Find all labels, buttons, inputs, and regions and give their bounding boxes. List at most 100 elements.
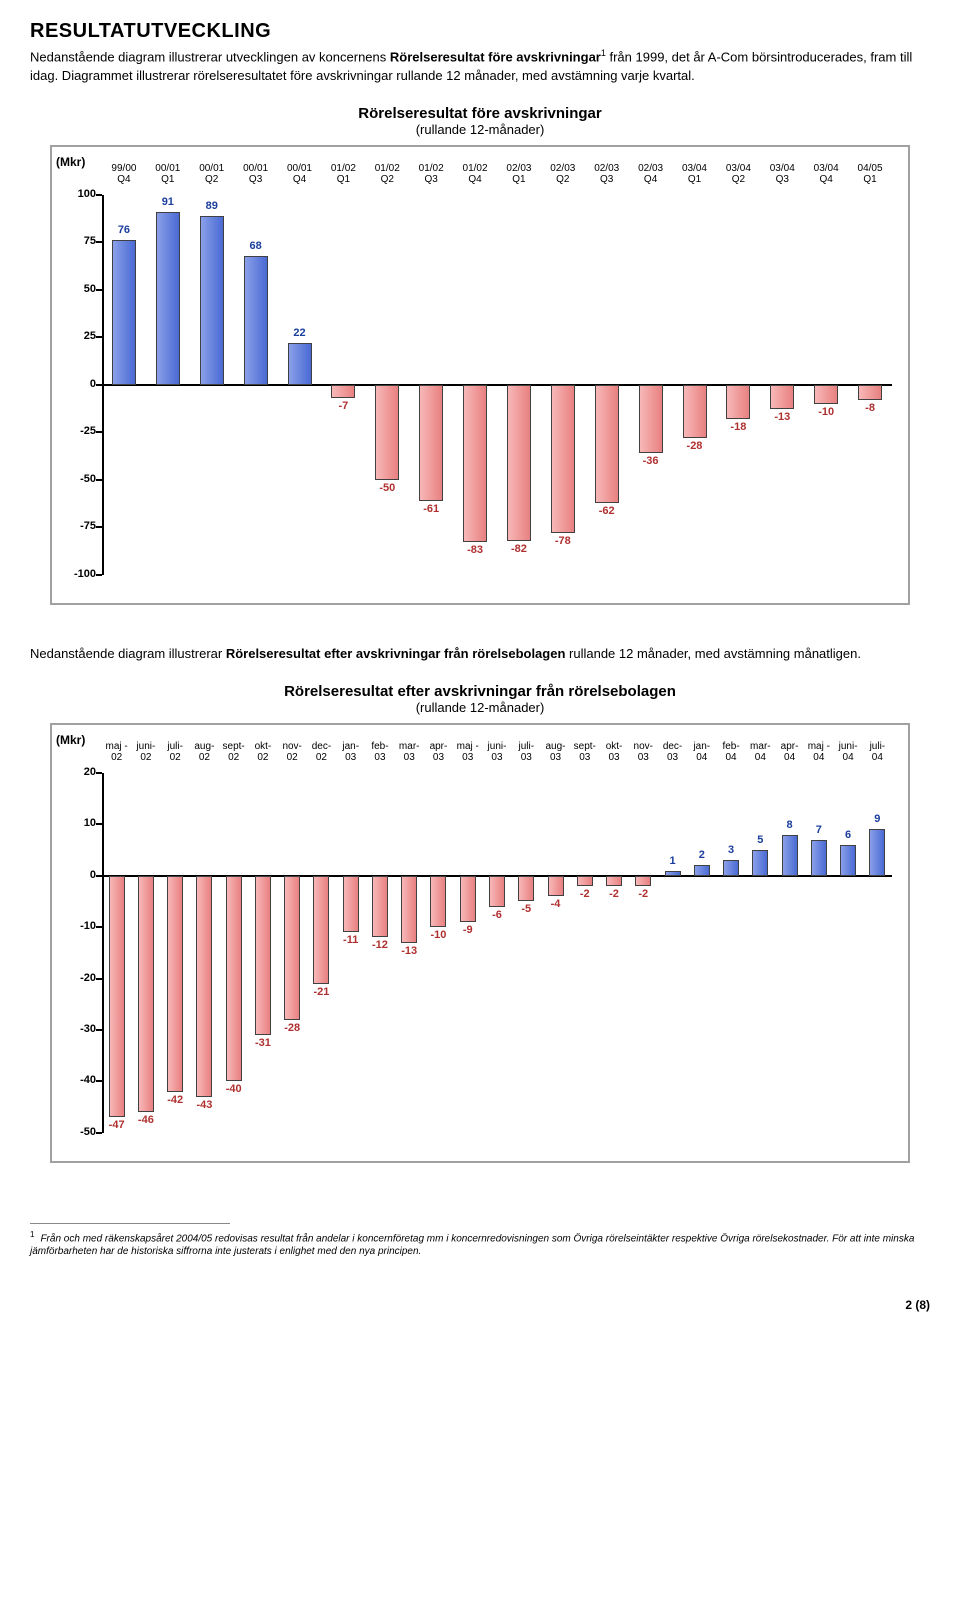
chart-ytick [96,978,102,980]
chart-bar-label: 89 [190,200,234,212]
chart-bar [507,385,531,541]
chart-xtick-label: feb-03 [365,741,394,763]
chart-xtick-label: 03/04Q3 [760,163,804,185]
chart-xtick-label: 00/01Q3 [234,163,278,185]
chart-ytick [96,772,102,774]
chart-bar [226,876,242,1082]
chart-bar-label: 76 [102,224,146,236]
chart-bar [375,385,399,480]
chart-xtick-label: 03/04Q2 [716,163,760,185]
chart-xtick-label: 99/00Q4 [102,163,146,185]
chart-bar [313,876,329,984]
chart-xtick-label: juli-02 [161,741,190,763]
chart-xtick-label: juli-03 [512,741,541,763]
chart-xtick-label: 00/01Q1 [146,163,190,185]
chart-xtick-label: apr-04 [775,741,804,763]
chart-bar-label: -47 [102,1119,131,1131]
chart1-plot: (Mkr)1007550250-25-50-75-10099/00Q400/01… [52,147,892,603]
chart-xtick-label: 00/01Q4 [278,163,322,185]
chart-ytick-label: 20 [58,766,96,778]
chart-bar [518,876,534,902]
chart-ytick-label: 0 [58,378,96,390]
chart-ytick [96,574,102,576]
chart-bar [419,385,443,501]
chart-bar-label: -28 [278,1022,307,1034]
chart-bar-label: 5 [746,834,775,846]
intro-paragraph-2: Nedanstående diagram illustrerar Rörelse… [30,645,930,663]
chart-ytick-label: -50 [58,1126,96,1138]
chart-ytick [96,526,102,528]
chart-ytick [96,479,102,481]
chart-ytick-label: 100 [58,188,96,200]
chart-bar-label: -2 [599,888,628,900]
chart-xtick-label: aug-02 [190,741,219,763]
chart-xtick-label: 02/03Q4 [629,163,673,185]
chart-bar-label: -18 [716,421,760,433]
chart-xtick-label: dec-02 [307,741,336,763]
chart-bar-label: 1 [658,855,687,867]
page-title: RESULTATUTVECKLING [30,20,930,43]
chart-bar-label: 6 [833,829,862,841]
intro1-b: Rörelseresultat före avskrivningar [390,49,601,64]
intro2-b: Rörelseresultat efter avskrivningar från… [226,646,566,661]
chart-bar [430,876,446,927]
chart-ytick-label: -40 [58,1074,96,1086]
intro1-a: Nedanstående diagram illustrerar utveckl… [30,49,390,64]
chart-bar [138,876,154,1113]
chart-xtick-label: dec-03 [658,741,687,763]
chart-bar [463,385,487,543]
chart-ytick [96,1029,102,1031]
chart-bar [595,385,619,503]
chart-bar-label: -10 [804,406,848,418]
chart2-box: (Mkr)20100-10-20-30-40-50maj -02juni-02j… [50,723,910,1163]
chart-ytick [96,1132,102,1134]
chart-bar [255,876,271,1035]
chart-bar [331,385,355,398]
chart-bar [840,845,856,876]
chart1-title: Rörelseresultat före avskrivningar [30,105,930,122]
chart-xtick-label: mar-03 [395,741,424,763]
chart-bar [723,860,739,875]
chart-bar [606,876,622,886]
chart-bar-label: -36 [629,455,673,467]
chart-bar [489,876,505,907]
chart-bar-label: -6 [482,909,511,921]
chart-bar [288,343,312,385]
chart-xtick-label: 02/03Q2 [541,163,585,185]
chart-bar-label: -62 [585,505,629,517]
chart-ytick [96,194,102,196]
chart-bar [196,876,212,1097]
chart-bar [156,212,180,385]
chart-ytick-label: 50 [58,283,96,295]
chart-bar [752,850,768,876]
footnote-text: Från och med räkenskapsåret 2004/05 redo… [30,1233,914,1257]
chart-ytick [96,926,102,928]
chart-ytick-label: 0 [58,869,96,881]
chart-bar-label: -78 [541,535,585,547]
chart2-subtitle: (rullande 12-månader) [30,700,930,715]
chart-xtick-label: juli-04 [863,741,892,763]
chart-bar-label: 3 [716,844,745,856]
chart-xtick-label: feb-04 [716,741,745,763]
chart-bar-label: 7 [804,824,833,836]
chart-xtick-label: okt-03 [599,741,628,763]
chart-xtick-label: jan-03 [336,741,365,763]
chart-xtick-label: juni-03 [482,741,511,763]
chart-bar [401,876,417,943]
chart-xtick-label: mar-04 [746,741,775,763]
chart-bar-label: -10 [424,929,453,941]
chart-ytick-label: 10 [58,817,96,829]
chart-bar-label: -50 [365,482,409,494]
chart-ytick-label: -25 [58,425,96,437]
chart-ytick-label: -20 [58,972,96,984]
chart-bar-label: 2 [687,849,716,861]
chart-ytick [96,823,102,825]
chart-bar [726,385,750,419]
chart-bar [665,871,681,876]
chart-bar-label: -2 [629,888,658,900]
chart-bar [200,216,224,385]
chart-xtick-label: apr-03 [424,741,453,763]
chart2-title: Rörelseresultat efter avskrivningar från… [30,683,930,700]
chart-xtick-label: maj -04 [804,741,833,763]
chart-bar [814,385,838,404]
